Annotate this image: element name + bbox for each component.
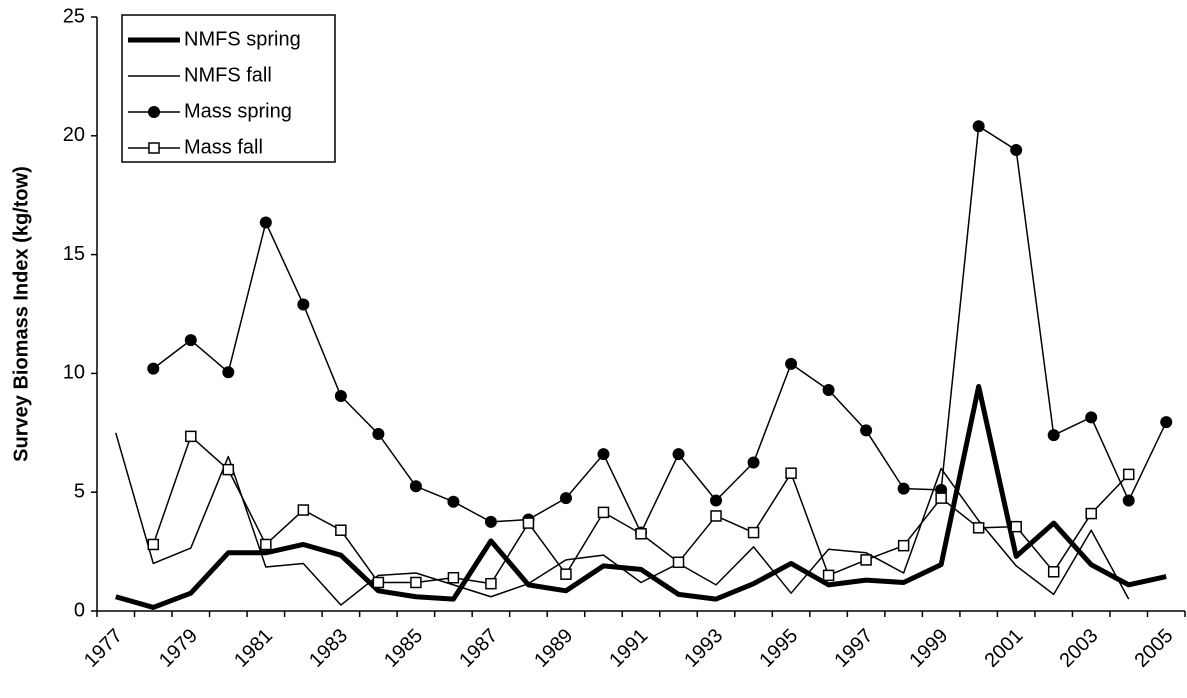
- legend-marker: [148, 106, 160, 118]
- y-tick-label: 10: [63, 362, 85, 384]
- series-line: [152, 125, 1167, 534]
- y-tick-label: 20: [63, 124, 85, 146]
- point: [147, 538, 160, 551]
- point: [897, 482, 910, 495]
- legend-marker: [148, 142, 160, 154]
- point: [1160, 416, 1173, 429]
- x-tick-label: 1985: [380, 625, 427, 672]
- y-tick-label: 0: [74, 599, 85, 621]
- y-tick-label: 5: [74, 480, 85, 502]
- y-axis-label: Survey Biomass Index (kg/tow): [10, 166, 32, 462]
- point: [860, 424, 873, 437]
- series-line: [115, 383, 1167, 610]
- point: [1085, 411, 1098, 424]
- point: [1122, 468, 1135, 481]
- point: [222, 463, 235, 476]
- point: [935, 492, 947, 504]
- point: [447, 495, 460, 508]
- point: [222, 366, 235, 379]
- point: [1047, 429, 1060, 442]
- point: [1085, 507, 1097, 520]
- legend-label: Mass fall: [184, 136, 263, 158]
- point: [559, 492, 572, 505]
- x-tick-label: 1991: [605, 625, 652, 672]
- point: [897, 539, 910, 552]
- legend-label: Mass spring: [184, 100, 292, 122]
- point: [972, 522, 985, 534]
- x-tick-label: 1997: [830, 625, 877, 672]
- legend-label: NMFS fall: [184, 64, 272, 86]
- point: [185, 430, 197, 443]
- point: [447, 571, 460, 584]
- point: [259, 216, 272, 229]
- legend: NMFS spring NMFS fall Mass spring Mass fall: [121, 14, 336, 163]
- point: [334, 389, 347, 402]
- point: [297, 298, 310, 311]
- x-tick-label: 1987: [455, 625, 502, 672]
- x-tick-label: 1993: [680, 625, 727, 672]
- x-tick-label: 2005: [1130, 625, 1177, 672]
- point: [822, 569, 835, 582]
- point: [1047, 566, 1060, 578]
- point: [747, 526, 760, 539]
- y-tick-label: 15: [63, 243, 85, 265]
- x-tick-label: 1999: [905, 625, 952, 672]
- point: [485, 577, 497, 590]
- point: [409, 480, 422, 493]
- point: [822, 384, 835, 397]
- point: [860, 554, 872, 566]
- point: [785, 357, 798, 370]
- point: [597, 448, 610, 461]
- point: [1122, 494, 1135, 507]
- point: [1010, 520, 1022, 533]
- point: [410, 576, 422, 589]
- point: [672, 448, 685, 461]
- point: [184, 334, 197, 347]
- y-tick-label: 25: [63, 5, 85, 27]
- point: [335, 524, 347, 536]
- point: [297, 504, 310, 516]
- point: [147, 362, 160, 375]
- point: [785, 467, 797, 479]
- x-tick-label: 1981: [230, 625, 277, 672]
- point: [710, 510, 722, 522]
- legend-label: NMFS spring: [184, 28, 301, 50]
- point: [747, 456, 760, 469]
- x-tick-label: 1995: [755, 625, 802, 672]
- point: [710, 494, 723, 507]
- point: [522, 517, 535, 529]
- point: [972, 120, 985, 133]
- point: [597, 506, 610, 519]
- point: [1010, 144, 1023, 157]
- x-tick-label: 1989: [530, 625, 577, 672]
- x-tick-label: 1979: [155, 625, 202, 672]
- x-tick-label: 2001: [980, 625, 1027, 672]
- series-line: [115, 432, 1130, 606]
- point: [484, 515, 497, 528]
- point: [372, 427, 385, 440]
- x-tick-label: 2003: [1055, 625, 1102, 672]
- point: [372, 576, 385, 589]
- x-tick-label: 1983: [305, 625, 352, 672]
- point: [635, 528, 647, 540]
- point: [672, 556, 685, 569]
- point: [260, 538, 272, 551]
- point: [560, 568, 572, 580]
- x-tick-label: 1977: [80, 625, 127, 672]
